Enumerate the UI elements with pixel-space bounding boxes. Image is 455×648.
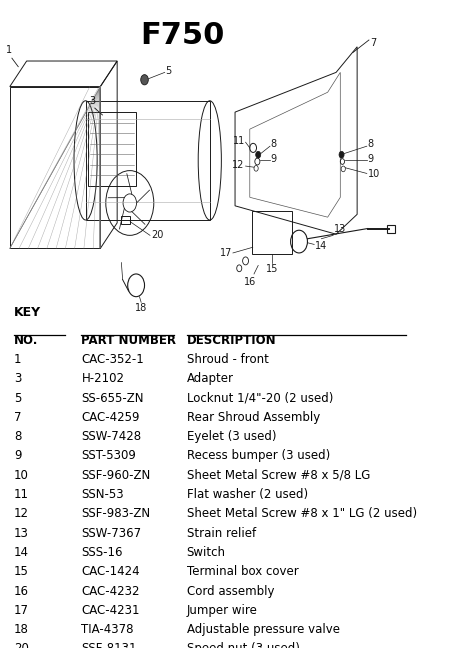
Text: DESCRIPTION: DESCRIPTION [186,334,276,347]
Text: 10: 10 [367,169,379,179]
Text: 17: 17 [14,604,29,617]
Circle shape [141,75,148,85]
Text: 14: 14 [14,546,29,559]
Text: 9: 9 [270,154,276,164]
Text: PART NUMBER: PART NUMBER [81,334,176,347]
Text: CAC-352-1: CAC-352-1 [81,353,144,366]
Text: CAC-1424: CAC-1424 [81,565,140,578]
Text: 11: 11 [232,135,244,146]
Text: Locknut 1/4"-20 (2 used): Locknut 1/4"-20 (2 used) [186,391,332,404]
Text: 15: 15 [14,565,29,578]
Text: Shroud - front: Shroud - front [186,353,268,366]
Text: 9: 9 [14,450,21,463]
Text: 5: 5 [14,391,21,404]
Text: Switch: Switch [186,546,225,559]
Text: 18: 18 [14,623,29,636]
Text: SSF-960-ZN: SSF-960-ZN [81,469,150,481]
Text: CAC-4231: CAC-4231 [81,604,140,617]
Text: 16: 16 [14,584,29,597]
Text: KEY: KEY [14,307,41,319]
Text: Adapter: Adapter [186,372,233,385]
Text: SSN-53: SSN-53 [81,488,124,501]
Text: SSF-983-ZN: SSF-983-ZN [81,507,150,520]
Text: F750: F750 [140,21,224,51]
Text: SSW-7428: SSW-7428 [81,430,141,443]
Circle shape [338,151,344,158]
Circle shape [255,151,260,158]
Text: Recess bumper (3 used): Recess bumper (3 used) [186,450,329,463]
Text: Terminal box cover: Terminal box cover [186,565,298,578]
Text: 20: 20 [14,643,29,648]
Text: 15: 15 [265,264,278,273]
Text: SSS-16: SSS-16 [81,546,122,559]
Text: SSF-8131: SSF-8131 [81,643,136,648]
Text: TIA-4378: TIA-4378 [81,623,134,636]
Text: H-2102: H-2102 [81,372,124,385]
Text: Flat washer (2 used): Flat washer (2 used) [186,488,307,501]
Text: 5: 5 [165,65,172,76]
Text: Rear Shroud Assembly: Rear Shroud Assembly [186,411,319,424]
Text: 3: 3 [89,97,95,106]
Text: 14: 14 [314,240,327,251]
Text: 16: 16 [243,277,255,287]
Text: 1: 1 [14,353,21,366]
Text: 11: 11 [14,488,29,501]
Text: 20: 20 [151,230,163,240]
Text: SSW-7367: SSW-7367 [81,527,141,540]
Text: 12: 12 [14,507,29,520]
Text: 8: 8 [270,139,276,150]
Text: 8: 8 [14,430,21,443]
Text: 13: 13 [333,224,345,234]
Text: Speed nut (3 used): Speed nut (3 used) [186,643,299,648]
Text: 9: 9 [367,154,373,164]
Text: 7: 7 [369,38,375,49]
Text: Sheet Metal Screw #8 x 5/8 LG: Sheet Metal Screw #8 x 5/8 LG [186,469,369,481]
Text: 17: 17 [219,248,232,258]
Text: Adjustable pressure valve: Adjustable pressure valve [186,623,339,636]
Text: 8: 8 [367,139,373,150]
Text: SST-5309: SST-5309 [81,450,136,463]
Text: Sheet Metal Screw #8 x 1" LG (2 used): Sheet Metal Screw #8 x 1" LG (2 used) [186,507,416,520]
Text: 1: 1 [5,45,12,55]
Text: CAC-4232: CAC-4232 [81,584,140,597]
Text: Eyelet (3 used): Eyelet (3 used) [186,430,276,443]
Text: Strain relief: Strain relief [186,527,255,540]
Text: 13: 13 [14,527,29,540]
Text: CAC-4259: CAC-4259 [81,411,140,424]
Text: 3: 3 [14,372,21,385]
Text: 7: 7 [14,411,21,424]
Text: 10: 10 [14,469,29,481]
Text: Jumper wire: Jumper wire [186,604,257,617]
Text: Cord assembly: Cord assembly [186,584,273,597]
Text: 18: 18 [135,303,147,314]
Text: SS-655-ZN: SS-655-ZN [81,391,144,404]
Text: NO.: NO. [14,334,38,347]
Text: 12: 12 [232,160,244,170]
